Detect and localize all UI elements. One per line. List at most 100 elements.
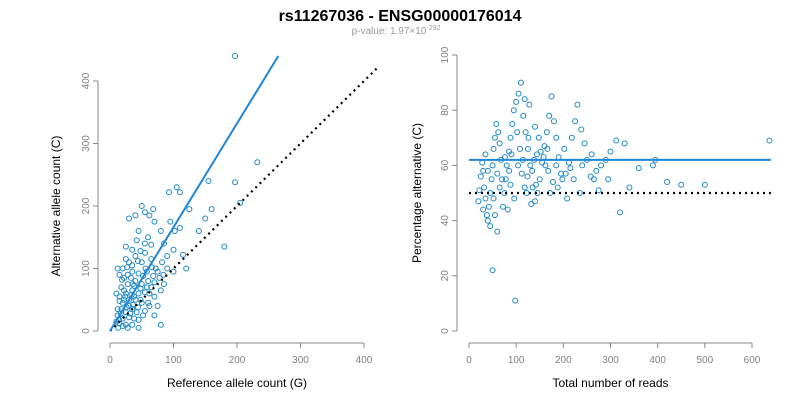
right-data-point: [635, 165, 642, 172]
left-data-point: [135, 228, 142, 234]
right-x-tick-label: 400: [649, 355, 666, 366]
right-data-point: [553, 162, 560, 169]
left-x-tick-label: 400: [356, 355, 373, 366]
left-data-point: [145, 234, 152, 241]
left-data-point: [126, 215, 133, 222]
right-data-point: [581, 140, 588, 147]
right-data-point: [588, 151, 595, 158]
right-data-point: [664, 178, 671, 185]
left-data-point: [157, 228, 164, 234]
right-data-point: [506, 167, 513, 174]
right-data-point: [476, 187, 483, 194]
right-data-point: [491, 134, 498, 141]
right-data-point: [605, 176, 612, 183]
right-data-point: [494, 170, 501, 177]
right-data-point: [482, 151, 489, 158]
left-data-point: [138, 203, 145, 209]
right-data-point: [536, 176, 543, 183]
right-data-point: [512, 297, 519, 304]
left-data-point: [129, 246, 136, 253]
right-data-point: [524, 145, 531, 152]
right-data-point: [537, 148, 544, 155]
left-x-tick-label: 300: [292, 355, 309, 366]
left-data-point: [221, 243, 228, 250]
right-data-point: [621, 140, 628, 147]
right-data-point: [613, 137, 620, 144]
right-y-tick-label: 0: [440, 328, 451, 334]
right-data-point: [484, 167, 491, 174]
right-data-point: [678, 181, 685, 188]
right-data-point: [487, 223, 494, 230]
right-data-point: [520, 112, 527, 119]
left-data-point: [119, 315, 126, 322]
right-y-tick-label: 80: [440, 104, 451, 116]
right-data-point: [479, 159, 486, 166]
right-y-tick-label: 40: [440, 215, 451, 227]
right-data-point: [550, 118, 557, 125]
right-x-tick-label: 300: [602, 355, 619, 366]
left-scatter-panel: 0 100 200 300 400 0 100 200 300 400 Reference alle…: [49, 53, 378, 390]
right-data-point: [554, 184, 561, 191]
left-data-point: [208, 206, 215, 213]
left-data-point: [127, 274, 134, 281]
right-data-point: [568, 134, 575, 141]
right-data-point: [489, 267, 496, 274]
right-data-point: [557, 170, 564, 177]
left-data-point: [232, 53, 239, 59]
left-data-point: [150, 273, 157, 279]
left-data-point: [232, 179, 239, 186]
left-data-point: [170, 246, 177, 253]
left-data-point: [164, 253, 171, 259]
right-data-point: [507, 181, 514, 188]
right-data-point: [598, 162, 605, 169]
right-data-point: [626, 184, 633, 191]
right-data-point: [493, 121, 500, 127]
left-data-point: [148, 241, 155, 248]
right-data-point: [475, 198, 482, 205]
left-data-point: [129, 268, 136, 275]
right-data-point: [544, 145, 551, 152]
right-data-point: [590, 176, 597, 183]
left-data-point: [120, 274, 127, 281]
left-data-point: [160, 271, 167, 278]
right-data-point: [517, 79, 524, 86]
right-data-point: [501, 154, 508, 161]
left-data-point: [133, 309, 140, 316]
right-x-tick-label: 200: [555, 355, 572, 366]
left-data-point: [135, 270, 142, 277]
right-data-point: [532, 198, 539, 205]
right-data-point: [489, 162, 496, 169]
left-data-point: [154, 303, 161, 309]
left-data-point: [137, 248, 144, 254]
left-x-tick-label: 100: [165, 355, 182, 366]
right-data-point: [509, 121, 516, 127]
left-data-point: [195, 228, 202, 234]
p-value-exponent: -292: [426, 25, 440, 32]
right-data-point: [483, 212, 490, 219]
left-data-point: [140, 312, 147, 319]
right-data-point: [488, 176, 495, 183]
right-data-point: [518, 170, 525, 177]
left-data-point: [113, 290, 120, 297]
right-x-axis-label: Total number of reads: [552, 376, 668, 390]
right-data-point: [525, 134, 532, 141]
right-data-point: [496, 184, 503, 191]
right-data-point: [574, 101, 581, 108]
left-data-point: [117, 310, 124, 317]
right-data-point: [485, 203, 492, 210]
right-x-tick-label: 100: [508, 355, 525, 366]
right-data-point: [499, 203, 506, 210]
left-y-tick-label: 0: [81, 328, 92, 334]
right-y-axis-label: Percentage alternative (C): [410, 123, 424, 263]
left-data-point: [138, 299, 145, 306]
right-data-point: [484, 217, 491, 224]
right-data-point: [499, 176, 506, 183]
left-data-point: [151, 218, 158, 225]
left-data-point: [119, 276, 126, 283]
right-data-point: [514, 129, 521, 136]
right-data-point: [494, 228, 501, 235]
right-data-point: [481, 184, 488, 191]
left-data-point: [119, 299, 126, 306]
right-y-tick-label: 60: [440, 159, 451, 171]
left-y-tick-label: 300: [81, 135, 92, 152]
